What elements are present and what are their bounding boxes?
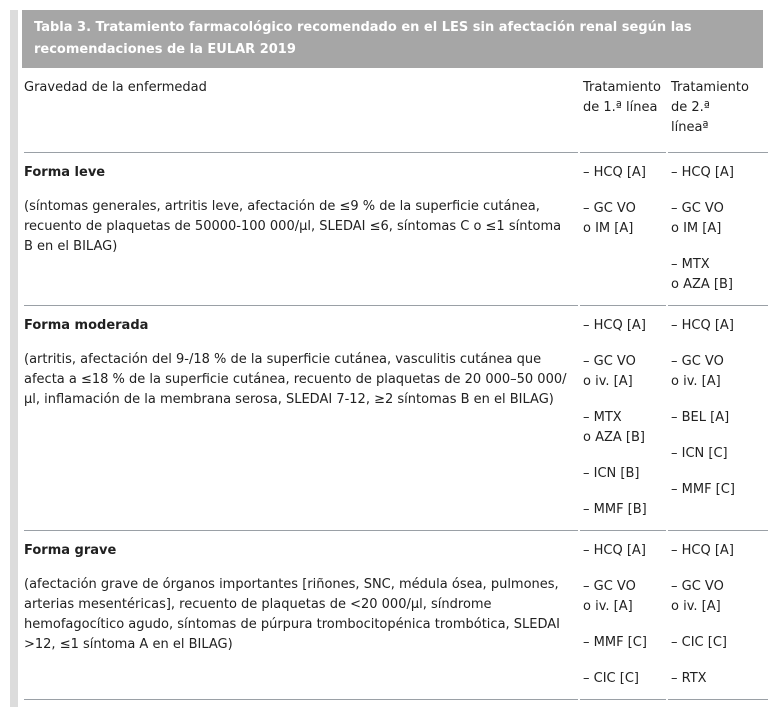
severity-title: Forma grave — [24, 543, 117, 558]
col-header-first-line: Tratamiento de 1.ª línea — [580, 68, 666, 153]
severity-cell: Forma moderada (artritis, afectación del… — [24, 306, 578, 531]
severity-title: Forma moderada — [24, 318, 149, 333]
treatment-item: – HCQ [A] — [583, 165, 646, 180]
treatment-item: – CIC [C] — [583, 671, 639, 686]
second-line-cell: – HCQ [A] – GC VO o IM [A] – MTX o AZA [… — [668, 153, 768, 306]
severity-cell: Forma leve (síntomas generales, artritis… — [24, 153, 578, 306]
treatment-item: – HCQ [A] — [583, 318, 646, 333]
severity-cell: Forma grave (afectación grave de órganos… — [24, 531, 578, 700]
treatment-item: – ICN [C] — [671, 446, 728, 461]
col-header-severity: Gravedad de la enfermedad — [24, 68, 578, 153]
treatment-item: – ICN [B] — [583, 466, 640, 481]
left-accent-bar — [10, 10, 18, 707]
first-line-cell: – HCQ [A] – GC VO o IM [A] — [580, 153, 666, 306]
table-container: Tabla 3. Tratamiento farmacológico recom… — [22, 10, 770, 700]
treatment-item: – GC VO o iv. [A] — [671, 579, 724, 614]
treatment-item: – HCQ [A] — [671, 543, 734, 558]
table-row-forma-leve: Forma leve (síntomas generales, artritis… — [24, 153, 768, 306]
second-line-cell: – HCQ [A] – GC VO o iv. [A] – BEL [A] – … — [668, 306, 768, 531]
table-header-row: Gravedad de la enfermedad Tratamiento de… — [24, 68, 768, 153]
table-title: Tabla 3. Tratamiento farmacológico recom… — [22, 10, 763, 68]
severity-description: (afectación grave de órganos importantes… — [24, 577, 561, 652]
severity-title: Forma leve — [24, 165, 106, 180]
severity-description: (artritis, afectación del 9-/18 % de la … — [24, 352, 567, 407]
col-header-second-line: Tratamiento de 2.ª líneaª — [668, 68, 768, 153]
second-line-cell: – HCQ [A] – GC VO o iv. [A] – CIC [C] – … — [668, 531, 768, 700]
treatment-item: – HCQ [A] — [671, 165, 734, 180]
treatment-item: – GC VO o iv. [A] — [671, 354, 724, 389]
treatment-item: – MMF [B] — [583, 502, 647, 517]
first-line-cell: – HCQ [A] – GC VO o iv. [A] – MTX o AZA … — [580, 306, 666, 531]
treatment-item: – RTX — [671, 671, 707, 686]
treatment-item: – MTX o AZA [B] — [583, 410, 645, 445]
treatment-item: – BEL [A] — [671, 410, 730, 425]
first-line-cell: – HCQ [A] – GC VO o iv. [A] – MMF [C] – … — [580, 531, 666, 700]
treatment-item: – GC VO o IM [A] — [671, 201, 724, 236]
treatment-item: – HCQ [A] — [583, 543, 646, 558]
treatment-item: – CIC [C] — [671, 635, 727, 650]
treatment-item: – MMF [C] — [583, 635, 647, 650]
table-row-forma-moderada: Forma moderada (artritis, afectación del… — [24, 306, 768, 531]
treatment-item: – MTX o AZA [B] — [671, 257, 733, 292]
severity-description: (síntomas generales, artritis leve, afec… — [24, 199, 562, 254]
treatment-item: – MMF [C] — [671, 482, 735, 497]
treatment-item: – HCQ [A] — [671, 318, 734, 333]
treatment-table: Gravedad de la enfermedad Tratamiento de… — [22, 68, 770, 700]
treatment-item: – GC VO o IM [A] — [583, 201, 636, 236]
treatment-item: – GC VO o iv. [A] — [583, 354, 636, 389]
table-row-forma-grave: Forma grave (afectación grave de órganos… — [24, 531, 768, 700]
treatment-item: – GC VO o iv. [A] — [583, 579, 636, 614]
